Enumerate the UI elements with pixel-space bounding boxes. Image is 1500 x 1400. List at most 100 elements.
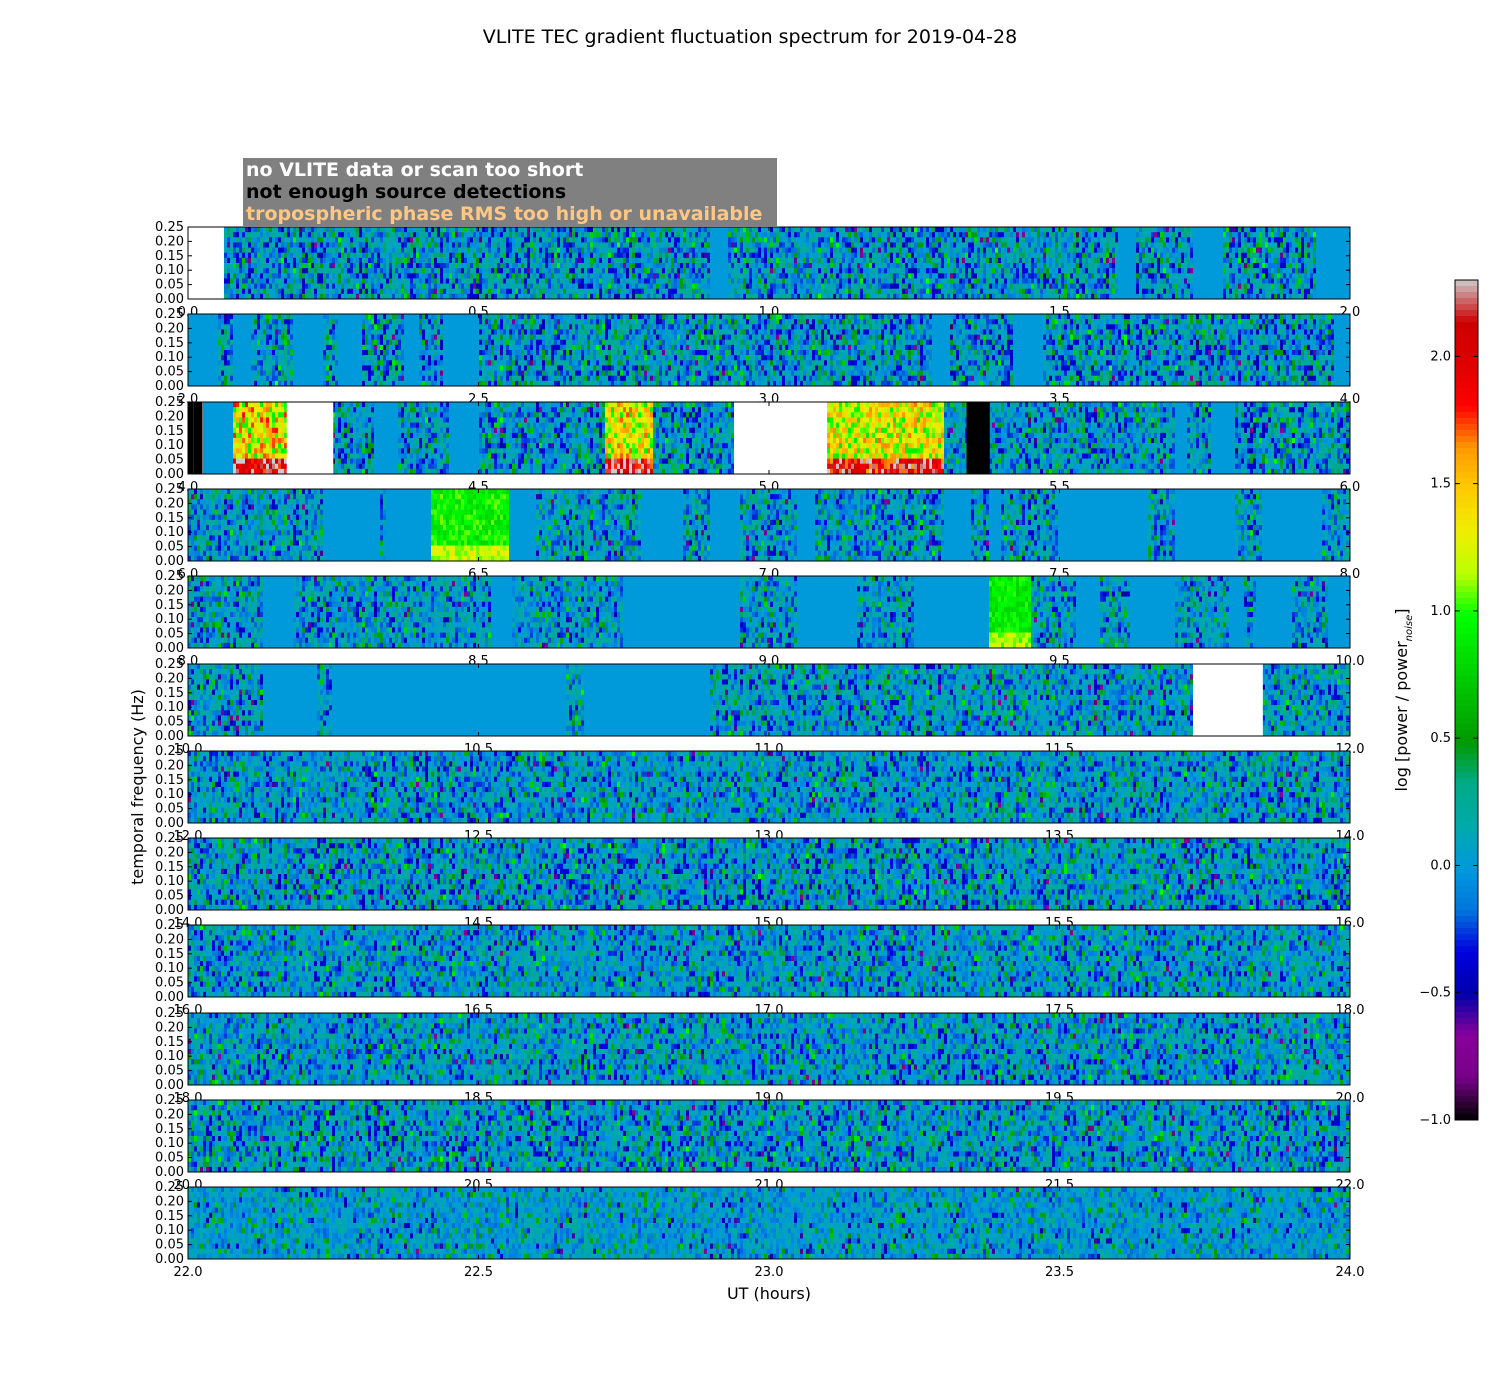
spectrum-cell xyxy=(356,237,359,242)
spectrum-cell xyxy=(374,232,377,237)
spectrum-cell xyxy=(596,273,599,278)
spectrum-cell xyxy=(374,294,377,299)
spectrum-cell xyxy=(956,273,959,278)
spectrum-cell xyxy=(245,258,248,263)
spectrum-cell xyxy=(314,284,317,289)
spectrum-cell xyxy=(230,263,233,268)
spectrum-cell xyxy=(863,253,866,258)
spectrum-cell xyxy=(767,289,770,294)
spectrum-cell xyxy=(599,227,602,232)
spectrum-cell xyxy=(761,232,764,237)
spectrum-cell xyxy=(626,242,629,247)
spectrum-cell xyxy=(611,294,614,299)
spectrum-cell xyxy=(371,232,374,237)
spectrum-cell xyxy=(350,278,353,283)
spectrum-cell xyxy=(743,289,746,294)
spectrum-cell xyxy=(1019,227,1022,232)
spectrum-cell xyxy=(290,278,293,283)
spectrum-cell xyxy=(872,268,875,273)
spectrum-cell xyxy=(872,242,875,247)
spectrum-cell xyxy=(788,258,791,263)
spectrum-cell xyxy=(935,263,938,268)
spectrum-cell xyxy=(854,253,857,258)
spectrum-cell xyxy=(539,242,542,247)
spectrum-cell xyxy=(950,263,953,268)
spectrum-cell xyxy=(863,273,866,278)
spectrum-cell xyxy=(860,242,863,247)
spectrum-cell xyxy=(764,242,767,247)
spectrum-cell xyxy=(935,294,938,299)
spectrum-cell xyxy=(326,289,329,294)
spectrum-cell xyxy=(371,284,374,289)
spectrum-cell xyxy=(437,227,440,232)
spectrum-cell xyxy=(863,248,866,253)
spectrum-cell xyxy=(839,232,842,237)
spectrum-cell xyxy=(770,237,773,242)
spectrum-cell xyxy=(1010,263,1013,268)
spectrum-cell xyxy=(947,263,950,268)
spectrum-cell xyxy=(584,242,587,247)
spectrum-cell xyxy=(563,227,566,232)
spectrum-cell xyxy=(956,248,959,253)
spectrum-cell xyxy=(815,258,818,263)
spectrum-cell xyxy=(944,278,947,283)
spectrum-cell xyxy=(824,227,827,232)
spectrum-cell xyxy=(365,284,368,289)
spectrum-cell xyxy=(923,263,926,268)
spectrum-cell xyxy=(659,227,662,232)
spectrum-cell xyxy=(746,289,749,294)
spectrum-cell xyxy=(770,242,773,247)
spectrum-cell xyxy=(869,242,872,247)
spectrum-cell xyxy=(653,294,656,299)
spectrum-cell xyxy=(620,273,623,278)
spectrum-cell xyxy=(1013,294,1016,299)
spectrum-cell xyxy=(536,294,539,299)
spectrum-cell xyxy=(224,253,227,258)
spectrum-cell xyxy=(635,273,638,278)
spectrum-cell xyxy=(1010,273,1013,278)
spectrum-cell xyxy=(392,278,395,283)
spectrum-cell xyxy=(854,242,857,247)
spectrum-cell xyxy=(401,237,404,242)
spectrum-cell xyxy=(668,242,671,247)
spectrum-cell xyxy=(479,263,482,268)
spectrum-cell xyxy=(347,232,350,237)
spectrum-cell xyxy=(227,237,230,242)
spectrum-cell xyxy=(701,232,704,237)
spectrum-cell xyxy=(878,232,881,237)
spectrum-cell xyxy=(560,232,563,237)
spectrum-cell xyxy=(761,248,764,253)
spectrum-cell xyxy=(242,253,245,258)
spectrum-cell xyxy=(890,289,893,294)
spectrum-cell xyxy=(491,232,494,237)
spectrum-cell xyxy=(260,227,263,232)
spectrum-cell xyxy=(884,248,887,253)
spectrum-cell xyxy=(470,237,473,242)
spectrum-cell xyxy=(506,237,509,242)
spectrum-cell xyxy=(560,278,563,283)
spectrum-cell xyxy=(986,232,989,237)
spectrum-cell xyxy=(791,289,794,294)
spectrum-cell xyxy=(797,263,800,268)
spectrum-cell xyxy=(992,273,995,278)
spectrum-cell xyxy=(764,248,767,253)
spectrum-cell xyxy=(596,284,599,289)
spectrum-cell xyxy=(734,227,737,232)
spectrum-cell xyxy=(920,248,923,253)
spectrum-cell xyxy=(386,227,389,232)
spectrum-cell xyxy=(509,232,512,237)
spectrum-cell xyxy=(302,263,305,268)
spectrum-cell xyxy=(929,289,932,294)
spectrum-cell xyxy=(1016,273,1019,278)
spectrum-cell xyxy=(383,294,386,299)
spectrum-cell xyxy=(455,294,458,299)
spectrum-cell xyxy=(794,248,797,253)
spectrum-cell xyxy=(884,289,887,294)
spectrum-cell xyxy=(341,248,344,253)
spectrum-cell xyxy=(818,248,821,253)
spectrum-cell xyxy=(659,263,662,268)
spectrum-cell xyxy=(932,237,935,242)
spectrum-cell xyxy=(911,294,914,299)
spectrum-cell xyxy=(434,284,437,289)
spectrum-cell xyxy=(767,242,770,247)
